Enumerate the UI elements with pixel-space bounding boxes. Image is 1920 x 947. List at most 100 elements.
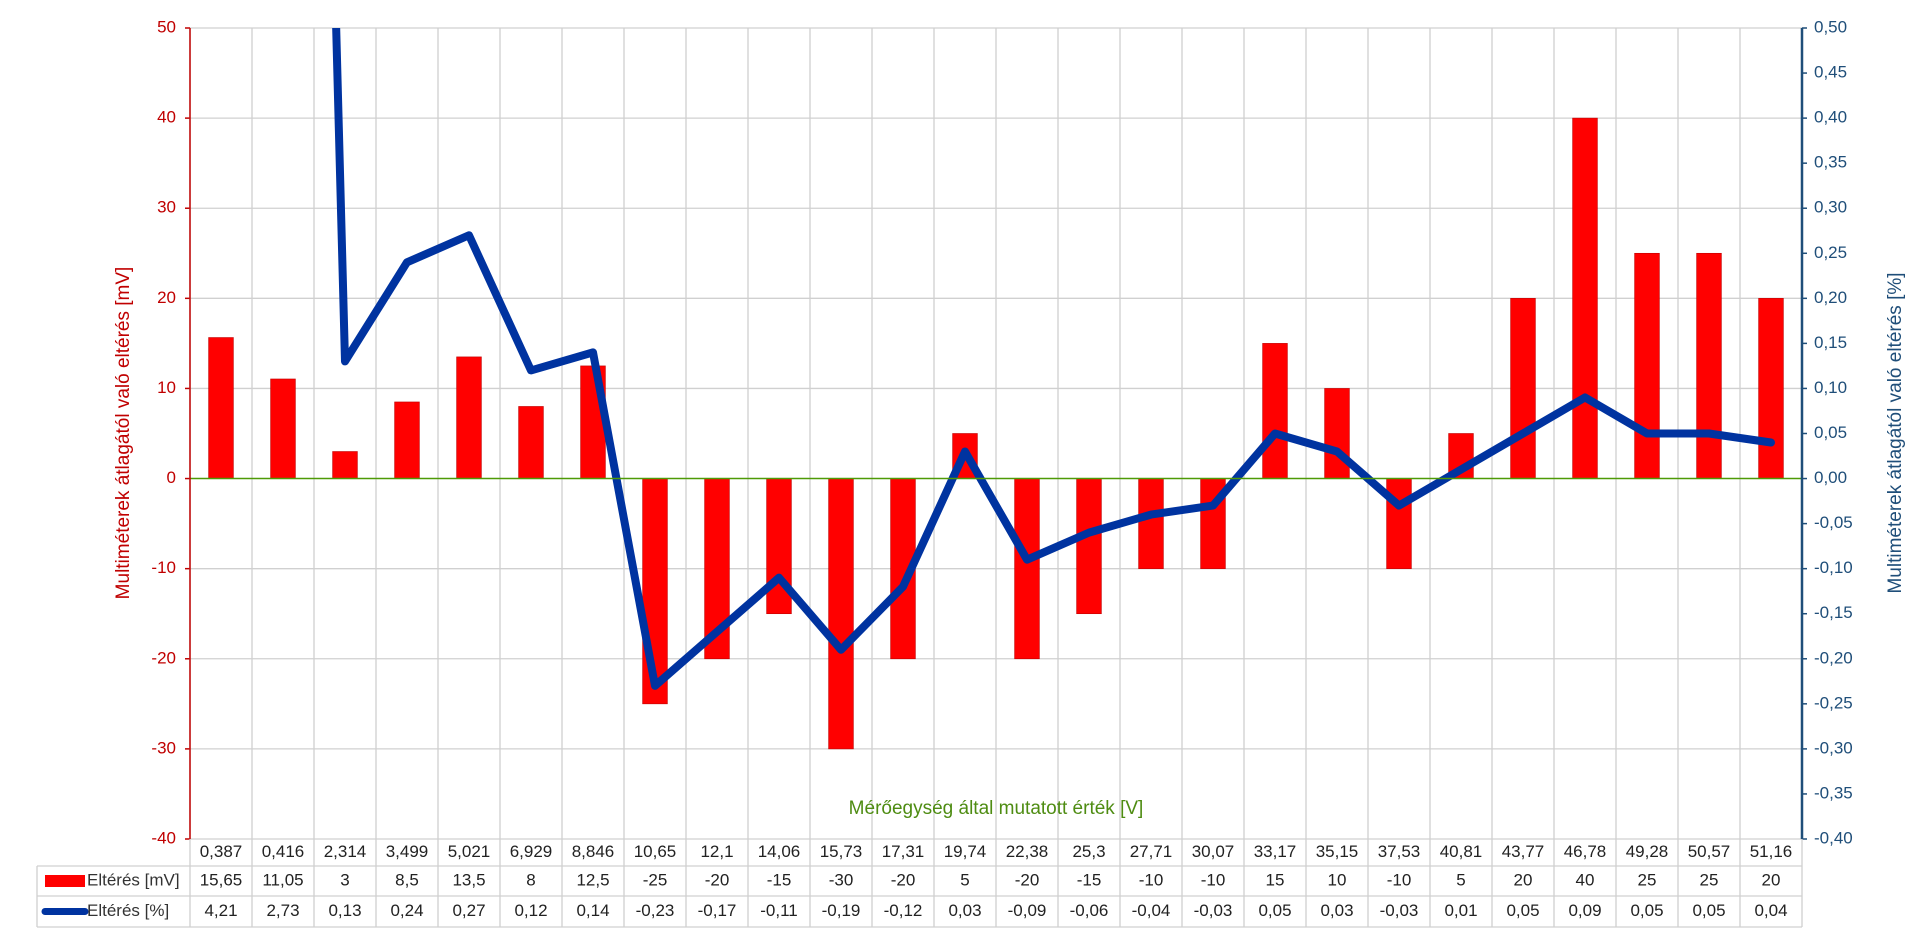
table-value: 20 bbox=[1514, 870, 1533, 889]
y-tick-label: 0 bbox=[167, 468, 176, 487]
x-tick-label: 8,846 bbox=[572, 842, 615, 861]
x-tick-label: 37,53 bbox=[1378, 842, 1421, 861]
y-tick-label: 40 bbox=[157, 108, 176, 127]
table-value: -15 bbox=[767, 870, 792, 889]
y-tick-label: 50 bbox=[157, 17, 176, 36]
table-value: -30 bbox=[829, 870, 854, 889]
table-value: 0,03 bbox=[948, 901, 981, 920]
table-value: 12,5 bbox=[576, 870, 609, 889]
bar bbox=[518, 406, 544, 479]
table-value: 25 bbox=[1638, 870, 1657, 889]
x-tick-label: 49,28 bbox=[1626, 842, 1669, 861]
y2-tick-label: 0,25 bbox=[1814, 243, 1847, 262]
table-value: -0,04 bbox=[1132, 901, 1171, 920]
bar bbox=[456, 356, 482, 479]
table-value: -0,06 bbox=[1070, 901, 1109, 920]
y-tick-label: -10 bbox=[151, 558, 176, 577]
y2-tick-label: 0,35 bbox=[1814, 153, 1847, 172]
table-value: 2,73 bbox=[266, 901, 299, 920]
x-tick-label: 3,499 bbox=[386, 842, 429, 861]
x-tick-label: 50,57 bbox=[1688, 842, 1731, 861]
table-value: -0,09 bbox=[1008, 901, 1047, 920]
y2-tick-label: 0,00 bbox=[1814, 468, 1847, 487]
table-value: -20 bbox=[1015, 870, 1040, 889]
bar bbox=[1262, 343, 1288, 479]
y-tick-label: 30 bbox=[157, 198, 176, 217]
y2-tick-label: 0,40 bbox=[1814, 108, 1847, 127]
table-value: 0,04 bbox=[1754, 901, 1787, 920]
x-tick-label: 0,416 bbox=[262, 842, 305, 861]
x-tick-label: 30,07 bbox=[1192, 842, 1235, 861]
x-tick-label: 27,71 bbox=[1130, 842, 1173, 861]
table-value: 0,14 bbox=[576, 901, 609, 920]
table-value: -10 bbox=[1387, 870, 1412, 889]
x-tick-label: 17,31 bbox=[882, 842, 925, 861]
table-value: -10 bbox=[1201, 870, 1226, 889]
table-value: 13,5 bbox=[452, 870, 485, 889]
table-value: 0,27 bbox=[452, 901, 485, 920]
bar bbox=[828, 478, 854, 750]
x-tick-label: 25,3 bbox=[1072, 842, 1105, 861]
table-value: 0,24 bbox=[390, 901, 423, 920]
table-value: -20 bbox=[891, 870, 916, 889]
bar bbox=[1076, 478, 1102, 615]
y-tick-label: -30 bbox=[151, 738, 176, 757]
table-value: 5 bbox=[960, 870, 969, 889]
table-value: -10 bbox=[1139, 870, 1164, 889]
bar bbox=[332, 451, 358, 479]
bar bbox=[1572, 117, 1598, 479]
table-value: -0,11 bbox=[760, 901, 798, 920]
x-tick-label: 19,74 bbox=[944, 842, 987, 861]
y2-tick-label: -0,15 bbox=[1814, 603, 1853, 622]
table-value: 40 bbox=[1576, 870, 1595, 889]
y-tick-label: 10 bbox=[157, 378, 176, 397]
bar bbox=[1138, 478, 1164, 569]
table-value: 10 bbox=[1328, 870, 1347, 889]
table-value: 8 bbox=[526, 870, 535, 889]
table-value: 0,05 bbox=[1630, 901, 1663, 920]
table-value: 8,5 bbox=[395, 870, 419, 889]
y2-tick-label: 0,15 bbox=[1814, 333, 1847, 352]
x-axis-title: Mérőegység által mutatott érték [V] bbox=[849, 798, 1144, 819]
table-value: 0,12 bbox=[514, 901, 547, 920]
table-value: 25 bbox=[1700, 870, 1719, 889]
y2-tick-label: 0,30 bbox=[1814, 198, 1847, 217]
table-value: -0,17 bbox=[698, 901, 737, 920]
bar bbox=[1386, 478, 1412, 569]
bar bbox=[208, 337, 234, 479]
table-value: -20 bbox=[705, 870, 730, 889]
legend-label: Eltérés [mV] bbox=[87, 870, 180, 889]
legend-key bbox=[45, 875, 85, 887]
table-value: 20 bbox=[1762, 870, 1781, 889]
y2-tick-label: 0,50 bbox=[1814, 17, 1847, 36]
y2-tick-label: 0,05 bbox=[1814, 423, 1847, 442]
table-value: 15,65 bbox=[200, 870, 243, 889]
table-value: 0,05 bbox=[1506, 901, 1539, 920]
bar bbox=[1014, 478, 1040, 660]
table-value: 4,21 bbox=[204, 901, 237, 920]
y-tick-label: 20 bbox=[157, 288, 176, 307]
y2-axis-title: Multiméterek átlagától való eltérés [%] bbox=[1885, 272, 1906, 593]
table-value: 11,05 bbox=[262, 870, 303, 889]
x-tick-label: 14,06 bbox=[758, 842, 801, 861]
bar bbox=[1696, 252, 1722, 479]
table-value: -0,03 bbox=[1194, 901, 1233, 920]
x-tick-label: 35,15 bbox=[1316, 842, 1359, 861]
table-value: -15 bbox=[1077, 870, 1102, 889]
table-value: 0,05 bbox=[1258, 901, 1291, 920]
bar bbox=[394, 401, 420, 479]
x-tick-label: 22,38 bbox=[1006, 842, 1049, 861]
x-tick-label: 0,387 bbox=[200, 842, 243, 861]
y-tick-label: -40 bbox=[151, 828, 176, 847]
bar bbox=[1758, 298, 1784, 479]
y2-tick-label: 0,10 bbox=[1814, 378, 1847, 397]
table-value: -0,12 bbox=[884, 901, 923, 920]
table-value: -0,19 bbox=[822, 901, 861, 920]
y-axis-title: Multiméterek átlagától való eltérés [mV] bbox=[113, 267, 134, 600]
table-value: 0,01 bbox=[1444, 901, 1477, 920]
bar bbox=[270, 378, 296, 479]
table-value: 0,13 bbox=[328, 901, 361, 920]
table-value: 5 bbox=[1456, 870, 1465, 889]
